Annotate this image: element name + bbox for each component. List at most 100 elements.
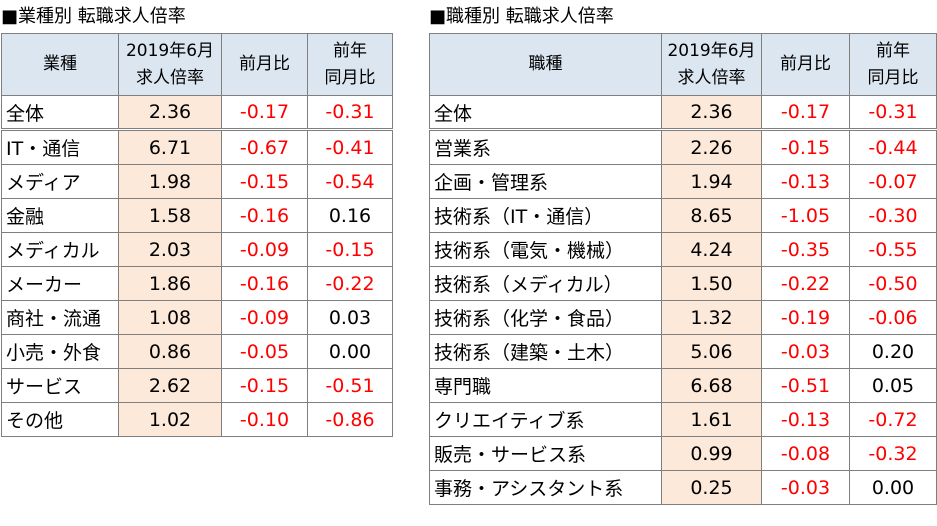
year-over-year-value: -0.51 — [307, 368, 393, 403]
row-label: IT・通信 — [1, 129, 119, 165]
row-label: 技術系（IT・通信） — [429, 198, 662, 233]
year-over-year-value: -0.15 — [307, 232, 393, 267]
table-row: 小売・外食 0.86 -0.05 0.00 — [1, 334, 393, 369]
table-row: 技術系（電気・機械） 4.24 -0.35 -0.55 — [429, 232, 937, 267]
year-over-year-value: -0.06 — [849, 300, 937, 335]
table-row: 企画・管理系 1.94 -0.13 -0.07 — [429, 164, 937, 199]
header-yoy-line2: 同月比 — [324, 67, 376, 88]
rate-value: 2.26 — [661, 129, 762, 165]
year-over-year-value: -0.22 — [307, 266, 393, 301]
table-row: サービス 2.62 -0.15 -0.51 — [1, 368, 393, 403]
table-row: 技術系（メディカル） 1.50 -0.22 -0.50 — [429, 266, 937, 301]
header-yoy-line2: 同月比 — [867, 67, 919, 88]
month-over-month-value: -0.17 — [221, 95, 308, 131]
year-over-year-value: -0.50 — [849, 266, 937, 301]
year-over-year-value: -0.86 — [307, 402, 393, 437]
row-label: 技術系（電気・機械） — [429, 232, 662, 267]
rate-value: 1.02 — [118, 402, 222, 437]
header-yoy-line1: 前年 — [333, 40, 367, 61]
month-over-month-value: -0.51 — [761, 368, 850, 403]
month-over-month-value: -0.15 — [221, 368, 308, 403]
table-row: 技術系（IT・通信） 8.65 -1.05 -0.30 — [429, 198, 937, 233]
table-row: IT・通信 6.71 -0.67 -0.41 — [1, 129, 393, 165]
rate-value: 0.99 — [661, 436, 762, 471]
month-over-month-value: -0.35 — [761, 232, 850, 267]
row-label: メディア — [1, 164, 119, 199]
table-row: 全体 2.36 -0.17 -0.31 — [1, 95, 393, 131]
rate-value: 1.98 — [118, 164, 222, 199]
table-row: メーカー 1.86 -0.16 -0.22 — [1, 266, 393, 301]
header-yoy-line1: 前年 — [876, 40, 910, 61]
year-over-year-value: 0.00 — [307, 334, 393, 369]
month-over-month-value: -1.05 — [761, 198, 850, 233]
month-over-month-value: -0.67 — [221, 129, 308, 165]
header-rate-line2: 求人倍率 — [677, 67, 746, 88]
year-over-year-value: 0.16 — [307, 198, 393, 233]
year-over-year-value: -0.41 — [307, 129, 393, 165]
row-label: 全体 — [429, 95, 662, 131]
header-yoy: 前年 同月比 — [849, 33, 937, 96]
year-over-year-value: -0.32 — [849, 436, 937, 471]
rate-value: 2.36 — [118, 95, 222, 131]
row-label: 小売・外食 — [1, 334, 119, 369]
month-over-month-value: -0.15 — [761, 129, 850, 165]
rate-value: 0.25 — [661, 470, 762, 505]
header-rate-line1: 2019年6月 — [125, 40, 215, 61]
row-label: 技術系（メディカル） — [429, 266, 662, 301]
rate-value: 6.68 — [661, 368, 762, 403]
rate-value: 6.71 — [118, 129, 222, 165]
rate-value: 4.24 — [661, 232, 762, 267]
row-label: サービス — [1, 368, 119, 403]
table-row: 専門職 6.68 -0.51 0.05 — [429, 368, 937, 403]
table-header-row: 業種 2019年6月 求人倍率 前月比 前年 同月比 — [1, 33, 393, 96]
rate-value: 8.65 — [661, 198, 762, 233]
year-over-year-value: 0.05 — [849, 368, 937, 403]
occupation-table-title: ■職種別 転職求人倍率 — [429, 6, 614, 27]
table-row: 販売・サービス系 0.99 -0.08 -0.32 — [429, 436, 937, 471]
row-label: 営業系 — [429, 129, 662, 165]
rate-value: 2.03 — [118, 232, 222, 267]
table-row: 技術系（化学・食品） 1.32 -0.19 -0.06 — [429, 300, 937, 335]
header-category: 職種 — [429, 33, 662, 96]
year-over-year-value: -0.30 — [849, 198, 937, 233]
month-over-month-value: -0.09 — [221, 232, 308, 267]
month-over-month-value: -0.19 — [761, 300, 850, 335]
month-over-month-value: -0.08 — [761, 436, 850, 471]
month-over-month-value: -0.10 — [221, 402, 308, 437]
month-over-month-value: -0.16 — [221, 266, 308, 301]
table-row: 技術系（建築・土木） 5.06 -0.03 0.20 — [429, 334, 937, 369]
year-over-year-value: -0.72 — [849, 402, 937, 437]
header-rate: 2019年6月 求人倍率 — [118, 33, 222, 96]
row-label: 事務・アシスタント系 — [429, 470, 662, 505]
month-over-month-value: -0.13 — [761, 402, 850, 437]
year-over-year-value: -0.55 — [849, 232, 937, 267]
row-label: 商社・流通 — [1, 300, 119, 335]
row-label: 企画・管理系 — [429, 164, 662, 199]
industry-table-title: ■業種別 転職求人倍率 — [1, 6, 186, 27]
table-row: 事務・アシスタント系 0.25 -0.03 0.00 — [429, 470, 937, 505]
rate-value: 1.94 — [661, 164, 762, 199]
year-over-year-value: 0.20 — [849, 334, 937, 369]
table-row: 営業系 2.26 -0.15 -0.44 — [429, 129, 937, 165]
table-row: メディカル 2.03 -0.09 -0.15 — [1, 232, 393, 267]
rate-value: 1.50 — [661, 266, 762, 301]
month-over-month-value: -0.16 — [221, 198, 308, 233]
industry-panel: ■業種別 転職求人倍率 業種 2019年6月 求人倍率 前月比 前年 同月比 全… — [1, 0, 393, 437]
rate-value: 2.62 — [118, 368, 222, 403]
rate-value: 1.32 — [661, 300, 762, 335]
row-label: 販売・サービス系 — [429, 436, 662, 471]
header-category: 業種 — [1, 33, 119, 96]
header-mom: 前月比 — [221, 33, 308, 96]
header-rate-line1: 2019年6月 — [667, 40, 756, 61]
header-rate-line2: 求人倍率 — [136, 67, 204, 88]
table-row: 商社・流通 1.08 -0.09 0.03 — [1, 300, 393, 335]
row-label: メーカー — [1, 266, 119, 301]
table-row: 金融 1.58 -0.16 0.16 — [1, 198, 393, 233]
industry-table: 業種 2019年6月 求人倍率 前月比 前年 同月比 全体 2.36 -0.17 -0… — [1, 33, 393, 437]
month-over-month-value: -0.15 — [221, 164, 308, 199]
row-label: 技術系（化学・食品） — [429, 300, 662, 335]
rate-value: 1.08 — [118, 300, 222, 335]
table-row: クリエイティブ系 1.61 -0.13 -0.72 — [429, 402, 937, 437]
rate-value: 1.58 — [118, 198, 222, 233]
rate-value: 2.36 — [661, 95, 762, 131]
